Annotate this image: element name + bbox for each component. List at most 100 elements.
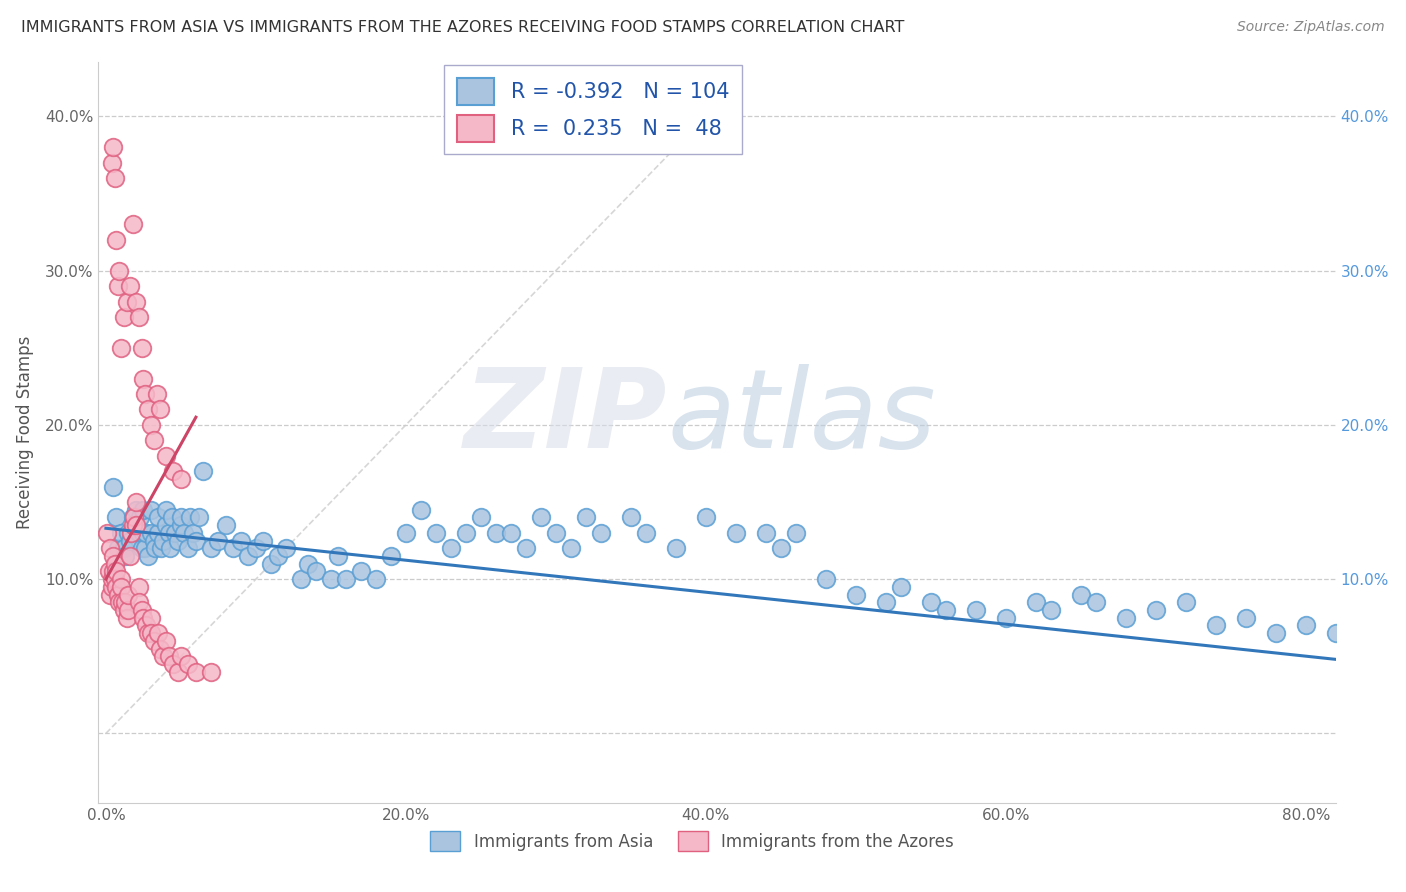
Point: [440, 541, 463, 556]
Point: [122, 510, 145, 524]
Point: [245, 541, 267, 556]
Point: [139, 502, 162, 516]
Point: [222, 541, 245, 556]
Point: [620, 510, 643, 524]
Point: [120, 525, 142, 540]
Point: [110, 580, 132, 594]
Point: [162, 657, 184, 671]
Point: [125, 502, 148, 516]
Point: [350, 565, 373, 579]
Point: [124, 510, 146, 524]
Point: [845, 588, 868, 602]
Point: [134, 387, 156, 401]
Point: [114, 549, 136, 563]
Point: [136, 549, 159, 563]
Point: [148, 626, 170, 640]
Point: [136, 402, 159, 417]
Point: [274, 541, 297, 556]
Point: [142, 533, 165, 548]
Point: [1205, 618, 1227, 632]
Point: [135, 525, 157, 540]
Point: [173, 525, 195, 540]
Point: [117, 588, 139, 602]
Point: [112, 541, 135, 556]
Point: [139, 610, 162, 624]
Point: [260, 557, 283, 571]
Point: [139, 525, 162, 540]
Point: [142, 633, 165, 648]
Point: [425, 525, 447, 540]
Point: [136, 626, 159, 640]
Text: ZIP: ZIP: [464, 364, 668, 471]
Point: [170, 649, 193, 664]
Point: [200, 665, 222, 679]
Point: [499, 525, 522, 540]
Point: [755, 525, 778, 540]
Point: [131, 603, 153, 617]
Point: [149, 641, 172, 656]
Point: [1025, 595, 1047, 609]
Point: [103, 480, 125, 494]
Point: [193, 464, 215, 478]
Point: [181, 525, 204, 540]
Point: [159, 541, 181, 556]
Point: [1234, 610, 1257, 624]
Point: [544, 525, 567, 540]
Point: [935, 603, 957, 617]
Point: [890, 580, 912, 594]
Point: [103, 140, 125, 154]
Point: [132, 610, 155, 624]
Point: [965, 603, 987, 617]
Point: [1174, 595, 1197, 609]
Point: [1084, 595, 1107, 609]
Point: [148, 510, 170, 524]
Point: [152, 533, 174, 548]
Point: [142, 434, 165, 448]
Point: [814, 572, 837, 586]
Point: [108, 263, 131, 277]
Point: [160, 510, 183, 524]
Point: [118, 549, 141, 563]
Point: [115, 610, 138, 624]
Point: [215, 518, 238, 533]
Point: [112, 310, 135, 324]
Point: [122, 218, 145, 232]
Point: [920, 595, 942, 609]
Point: [177, 657, 200, 671]
Point: [785, 525, 807, 540]
Point: [128, 595, 150, 609]
Point: [200, 541, 222, 556]
Point: [290, 572, 312, 586]
Point: [724, 525, 747, 540]
Point: [155, 518, 177, 533]
Point: [409, 502, 432, 516]
Point: [665, 541, 688, 556]
Point: [125, 294, 148, 309]
Point: [132, 525, 155, 540]
Point: [97, 565, 120, 579]
Point: [335, 572, 357, 586]
Point: [110, 525, 132, 540]
Point: [163, 525, 186, 540]
Point: [380, 549, 402, 563]
Point: [157, 649, 180, 664]
Point: [101, 155, 124, 169]
Point: [238, 549, 260, 563]
Point: [1295, 618, 1317, 632]
Point: [105, 233, 128, 247]
Point: [128, 525, 150, 540]
Point: [589, 525, 612, 540]
Point: [150, 541, 173, 556]
Point: [170, 510, 193, 524]
Point: [107, 541, 129, 556]
Point: [297, 557, 319, 571]
Point: [146, 387, 169, 401]
Point: [135, 618, 157, 632]
Point: [132, 502, 155, 516]
Point: [107, 279, 129, 293]
Point: [103, 549, 125, 563]
Point: [108, 595, 131, 609]
Legend: Immigrants from Asia, Immigrants from the Azores: Immigrants from Asia, Immigrants from th…: [423, 825, 960, 857]
Point: [103, 565, 125, 579]
Point: [454, 525, 477, 540]
